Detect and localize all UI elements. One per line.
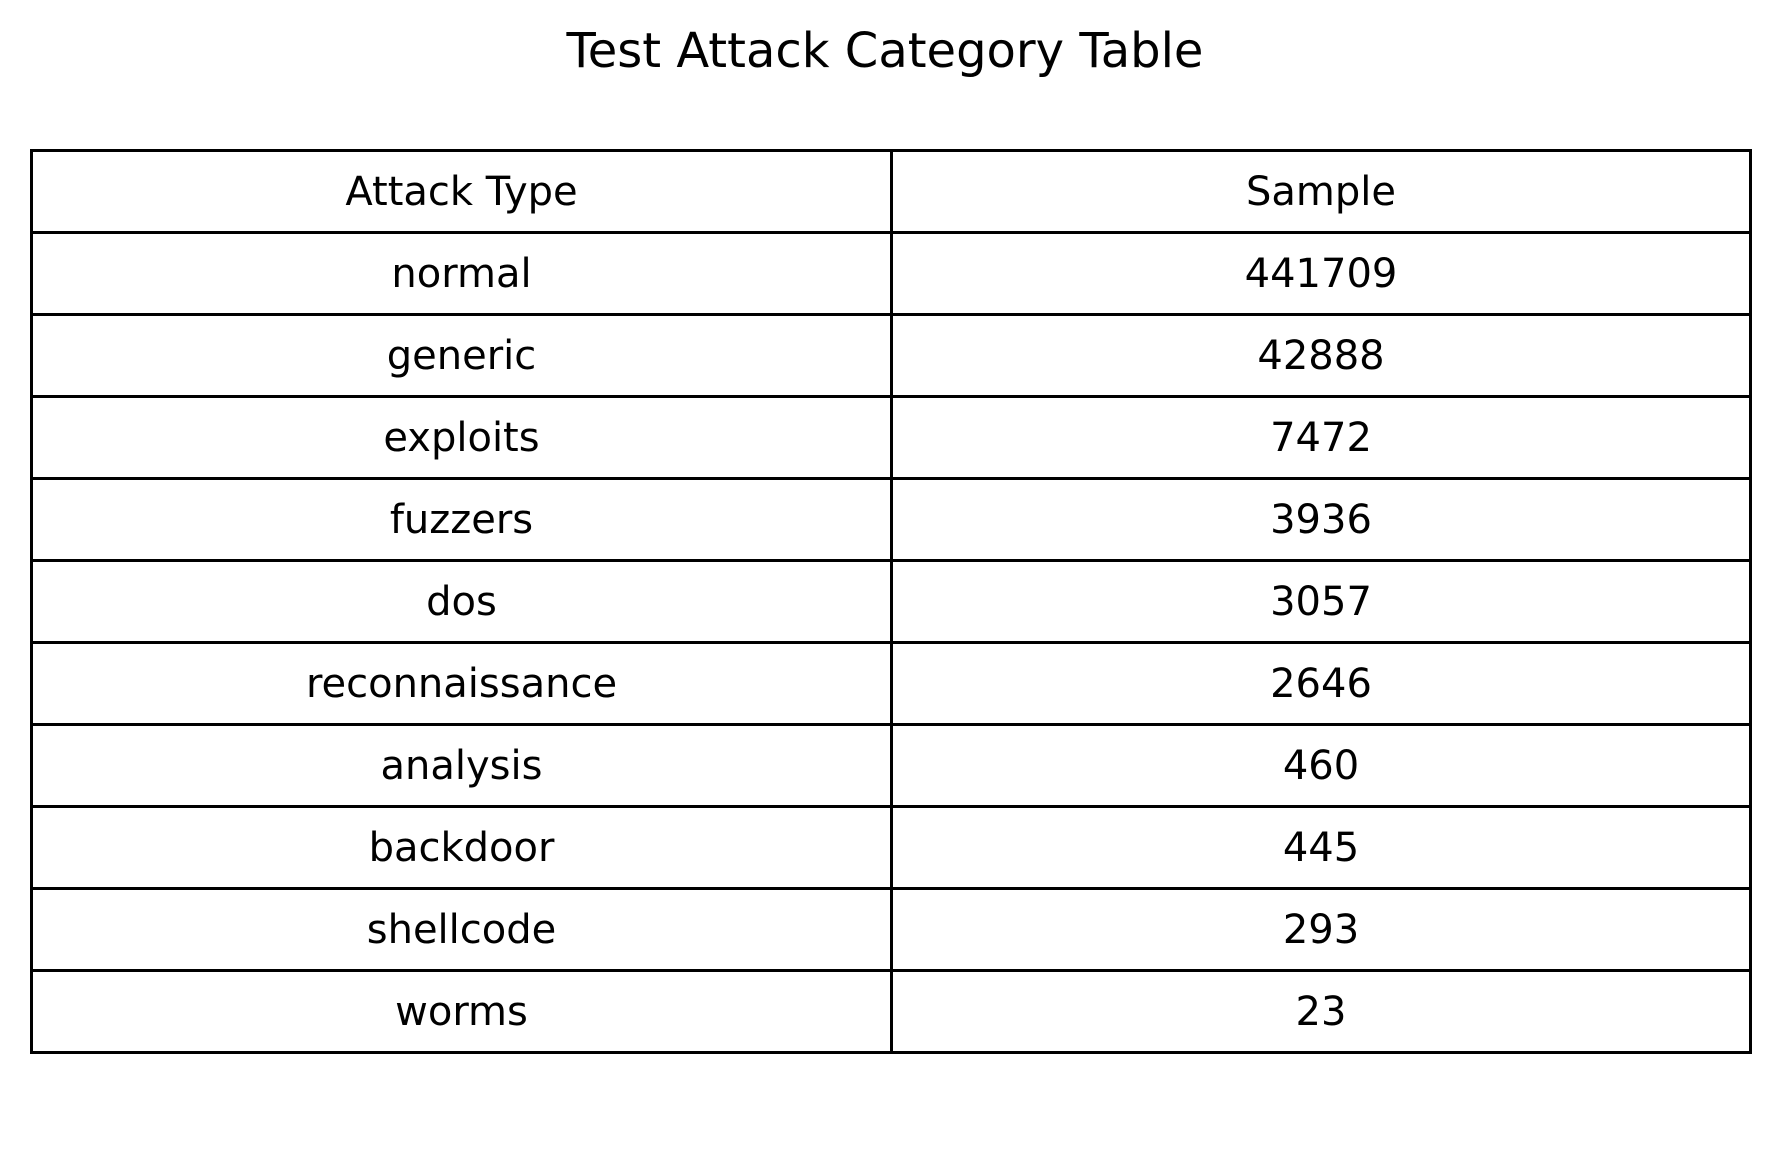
attack-type-cell: normal — [30, 231, 893, 316]
attack-category-table: Attack Type Sample normal 441709 generic 42… — [30, 149, 1752, 1054]
table-row: reconnaissance 2646 — [30, 641, 1752, 726]
sample-cell: 23 — [890, 969, 1752, 1054]
sample-cell: 445 — [890, 805, 1752, 890]
table-title: Test Attack Category Table — [566, 23, 1204, 79]
table-row: normal 441709 — [30, 231, 1752, 316]
attack-type-cell: exploits — [30, 395, 893, 480]
column-header-attack-type: Attack Type — [30, 149, 893, 234]
sample-cell: 3936 — [890, 477, 1752, 562]
column-header-sample: Sample — [890, 149, 1752, 234]
attack-type-cell: dos — [30, 559, 893, 644]
attack-type-cell: backdoor — [30, 805, 893, 890]
attack-type-cell: shellcode — [30, 887, 893, 972]
table-row: generic 42888 — [30, 313, 1752, 398]
sample-cell: 460 — [890, 723, 1752, 808]
sample-cell: 42888 — [890, 313, 1752, 398]
attack-type-cell: reconnaissance — [30, 641, 893, 726]
sample-cell: 2646 — [890, 641, 1752, 726]
sample-cell: 7472 — [890, 395, 1752, 480]
attack-type-cell: analysis — [30, 723, 893, 808]
table-row: backdoor 445 — [30, 805, 1752, 890]
sample-cell: 441709 — [890, 231, 1752, 316]
table-row: shellcode 293 — [30, 887, 1752, 972]
header-row: Attack Type Sample — [30, 149, 1752, 234]
sample-cell: 293 — [890, 887, 1752, 972]
table-body: normal 441709 generic 42888 exploits 7472 fuzz… — [30, 231, 1752, 1054]
table-row: worms 23 — [30, 969, 1752, 1054]
table-row: analysis 460 — [30, 723, 1752, 808]
attack-type-cell: generic — [30, 313, 893, 398]
attack-type-cell: fuzzers — [30, 477, 893, 562]
attack-type-cell: worms — [30, 969, 893, 1054]
sample-cell: 3057 — [890, 559, 1752, 644]
table-row: exploits 7472 — [30, 395, 1752, 480]
table-row: fuzzers 3936 — [30, 477, 1752, 562]
table-row: dos 3057 — [30, 559, 1752, 644]
